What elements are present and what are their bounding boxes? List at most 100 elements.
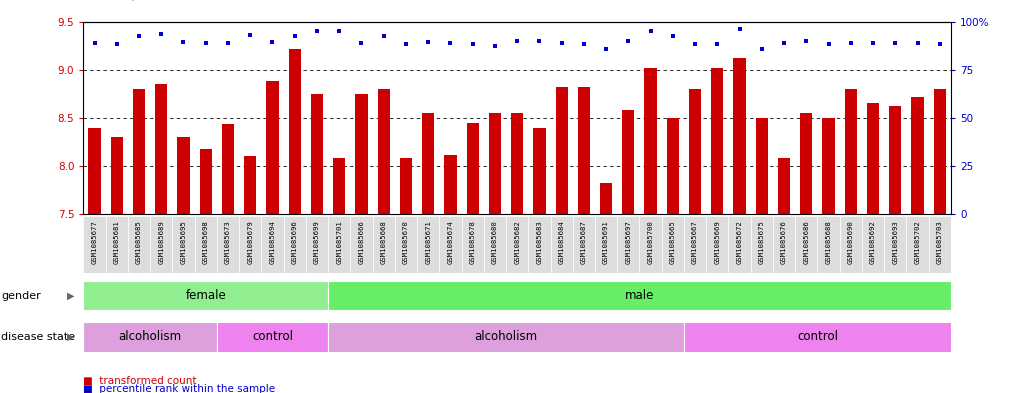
Bar [306, 216, 328, 273]
Text: GSM1085678: GSM1085678 [470, 221, 476, 264]
Text: GSM1085684: GSM1085684 [558, 221, 564, 264]
Text: GSM1085666: GSM1085666 [358, 221, 364, 264]
Bar [261, 216, 284, 273]
Text: GSM1085677: GSM1085677 [92, 221, 98, 264]
Bar [845, 89, 857, 214]
Bar [684, 322, 951, 352]
Text: GSM1085667: GSM1085667 [693, 221, 698, 264]
Bar [711, 68, 723, 214]
Bar [328, 322, 684, 352]
Bar [662, 216, 684, 273]
Bar [194, 216, 217, 273]
Bar [862, 216, 884, 273]
Bar [350, 216, 372, 273]
Text: GSM1085665: GSM1085665 [670, 221, 676, 264]
Text: control: control [252, 331, 293, 343]
Text: GSM1085698: GSM1085698 [202, 221, 208, 264]
Bar [111, 137, 123, 214]
Text: GSM1085681: GSM1085681 [114, 221, 120, 264]
Text: GSM1085693: GSM1085693 [892, 221, 898, 264]
Bar [795, 216, 818, 273]
Bar [617, 216, 640, 273]
Bar [462, 216, 484, 273]
Bar [222, 124, 234, 214]
Text: GSM1085676: GSM1085676 [781, 221, 787, 264]
Text: GSM1085671: GSM1085671 [425, 221, 431, 264]
Bar [266, 81, 279, 214]
Bar [595, 216, 617, 273]
Bar [400, 158, 412, 214]
Bar [684, 216, 706, 273]
Bar [217, 216, 239, 273]
Bar [800, 113, 813, 214]
Text: GSM1085682: GSM1085682 [515, 221, 520, 264]
Bar [773, 216, 795, 273]
Text: female: female [185, 289, 226, 302]
Bar [444, 156, 457, 214]
Bar [83, 322, 217, 352]
Bar [217, 322, 328, 352]
Bar [667, 118, 679, 214]
Bar [489, 113, 501, 214]
Bar [199, 149, 212, 214]
Bar [884, 216, 906, 273]
Text: GSM1085696: GSM1085696 [292, 221, 298, 264]
Text: GSM1085699: GSM1085699 [314, 221, 320, 264]
Bar [911, 97, 923, 214]
Text: GSM1085670: GSM1085670 [403, 221, 409, 264]
Text: GSM1085669: GSM1085669 [714, 221, 720, 264]
Text: GSM1085690: GSM1085690 [848, 221, 854, 264]
Bar [133, 89, 145, 214]
Bar [422, 113, 434, 214]
Bar [372, 216, 395, 273]
Bar [640, 216, 662, 273]
Bar [334, 158, 346, 214]
Text: GSM1085694: GSM1085694 [270, 221, 276, 264]
Text: ▶: ▶ [67, 332, 74, 342]
Bar [106, 216, 128, 273]
Bar [706, 216, 728, 273]
Text: GSM1085673: GSM1085673 [225, 221, 231, 264]
Bar [156, 84, 168, 214]
Text: GSM1085700: GSM1085700 [648, 221, 654, 264]
Bar [622, 110, 635, 214]
Text: GSM1085701: GSM1085701 [337, 221, 342, 264]
Bar [573, 216, 595, 273]
Text: GSM1085686: GSM1085686 [803, 221, 810, 264]
Bar [151, 216, 172, 273]
Text: GSM1085691: GSM1085691 [603, 221, 609, 264]
Text: control: control [797, 331, 838, 343]
Bar [578, 87, 590, 214]
Bar [506, 216, 528, 273]
Text: GSM1085688: GSM1085688 [826, 221, 832, 264]
Text: GSM1085689: GSM1085689 [159, 221, 165, 264]
Bar [328, 281, 951, 310]
Text: GSM1085697: GSM1085697 [625, 221, 632, 264]
Bar [355, 94, 367, 214]
Bar [600, 184, 612, 214]
Text: GSM1085679: GSM1085679 [247, 221, 253, 264]
Bar [555, 87, 567, 214]
Bar [778, 158, 790, 214]
Bar [511, 113, 524, 214]
Text: GSM1085672: GSM1085672 [736, 221, 742, 264]
Text: GSM1085692: GSM1085692 [870, 221, 876, 264]
Bar [395, 216, 417, 273]
Bar [311, 94, 323, 214]
Bar [733, 58, 745, 214]
Text: ■  percentile rank within the sample: ■ percentile rank within the sample [83, 384, 276, 393]
Bar [328, 216, 350, 273]
Bar [906, 216, 929, 273]
Bar [439, 216, 462, 273]
Text: GSM1085702: GSM1085702 [914, 221, 920, 264]
Bar [929, 216, 951, 273]
Text: GDS4879 / 8094169: GDS4879 / 8094169 [73, 0, 192, 2]
Text: GSM1085683: GSM1085683 [536, 221, 542, 264]
Text: GSM1085680: GSM1085680 [492, 221, 498, 264]
Bar [284, 216, 306, 273]
Text: alcoholism: alcoholism [119, 331, 182, 343]
Bar [467, 123, 479, 214]
Bar [88, 127, 101, 214]
Bar [756, 118, 768, 214]
Bar [244, 156, 256, 214]
